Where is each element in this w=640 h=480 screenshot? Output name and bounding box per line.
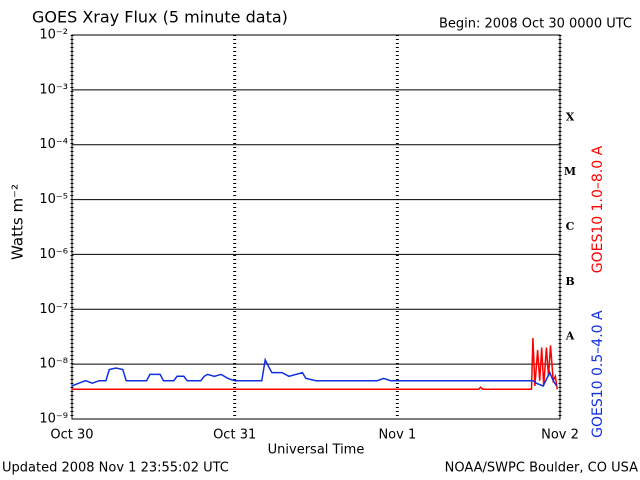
x-tick-label: Oct 31	[213, 428, 256, 443]
y-axis-label: Watts m⁻²	[9, 184, 27, 260]
x-tick-label: Oct 30	[50, 428, 93, 443]
flare-class-label: C	[566, 220, 575, 233]
x-axis-label: Universal Time	[268, 443, 365, 458]
flare-class-label: X	[566, 110, 575, 123]
x-tick-label: Nov 1	[378, 428, 416, 443]
legend-entry: GOES10 0.5–4.0 A	[590, 310, 606, 438]
footer-right: NOAA/SWPC Boulder, CO USA	[445, 461, 638, 476]
y-tick-label: 10⁻⁶	[39, 247, 68, 262]
y-tick-label: 10⁻²	[39, 28, 68, 43]
y-tick-label: 10⁻⁴	[39, 137, 68, 152]
flare-class-label: A	[565, 330, 575, 343]
series-line	[71, 357, 558, 387]
x-tick-label: Nov 2	[541, 428, 579, 443]
y-tick-label: 10⁻⁷	[39, 302, 68, 317]
chart-title: GOES Xray Flux (5 minute data)	[32, 8, 288, 27]
y-tick-label: 10⁻⁸	[39, 357, 68, 372]
flare-class-label: B	[565, 275, 574, 288]
y-tick-label: 10⁻⁹	[39, 412, 68, 427]
y-tick-label: 10⁻⁵	[39, 192, 68, 207]
legend-entry: GOES10 1.0–8.0 A	[590, 145, 606, 273]
y-tick-label: 10⁻³	[39, 82, 68, 97]
series-line	[72, 337, 559, 390]
flare-class-label: M	[564, 165, 576, 178]
footer-left: Updated 2008 Nov 1 23:55:02 UTC	[2, 461, 229, 476]
chart-subtitle: Begin: 2008 Oct 30 0000 UTC	[439, 17, 632, 32]
